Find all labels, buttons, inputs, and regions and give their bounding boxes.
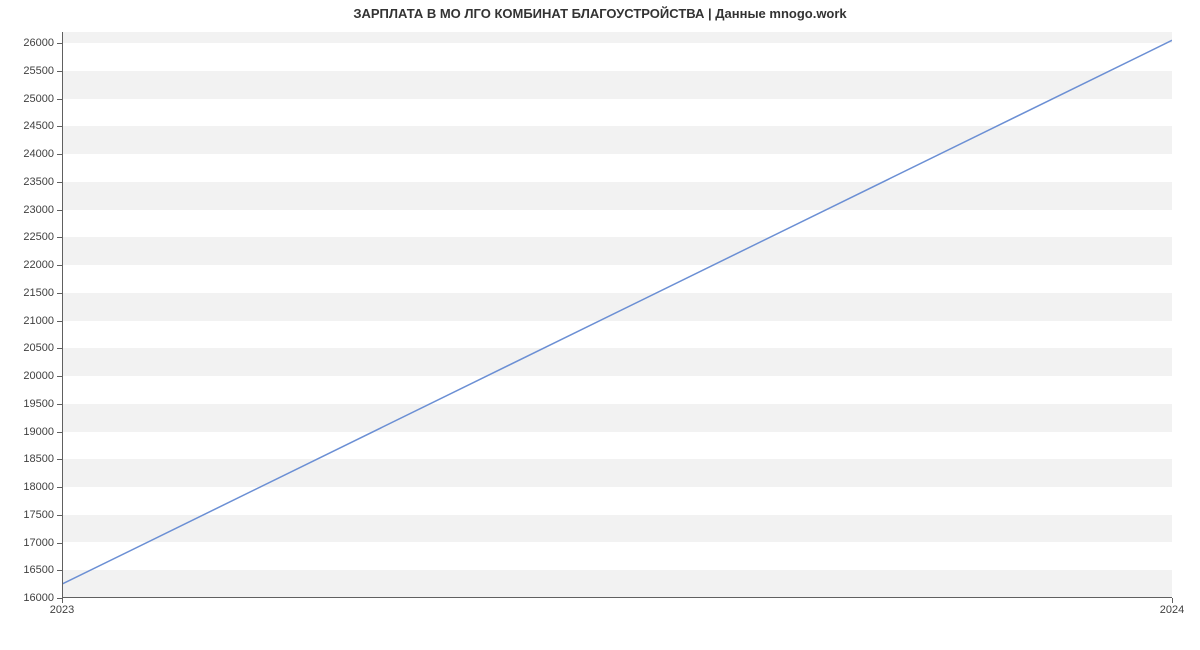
y-tick-mark (57, 487, 62, 488)
y-axis-line (62, 32, 63, 598)
grid-band (62, 265, 1172, 293)
y-tick-label: 16000 (23, 592, 54, 604)
grid-band (62, 71, 1172, 99)
y-tick-mark (57, 182, 62, 183)
y-tick-label: 20000 (23, 370, 54, 382)
chart-title: ЗАРПЛАТА В МО ЛГО КОМБИНАТ БЛАГОУСТРОЙСТ… (0, 6, 1200, 21)
y-tick-mark (57, 237, 62, 238)
x-tick-label: 2023 (50, 604, 74, 616)
grid-band (62, 459, 1172, 487)
y-tick-label: 26000 (23, 37, 54, 49)
grid-band (62, 32, 1172, 43)
y-tick-label: 18000 (23, 481, 54, 493)
chart-container: ЗАРПЛАТА В МО ЛГО КОМБИНАТ БЛАГОУСТРОЙСТ… (0, 0, 1200, 650)
grid-band (62, 543, 1172, 571)
y-tick-label: 25000 (23, 93, 54, 105)
x-tick-mark (1172, 598, 1173, 603)
x-tick-label: 2024 (1160, 604, 1184, 616)
grid-band (62, 321, 1172, 349)
y-tick-label: 19500 (23, 398, 54, 410)
y-tick-label: 23500 (23, 176, 54, 188)
y-tick-label: 21500 (23, 287, 54, 299)
grid-band (62, 570, 1172, 598)
y-tick-mark (57, 99, 62, 100)
grid-band (62, 404, 1172, 432)
y-tick-label: 18500 (23, 453, 54, 465)
y-tick-mark (57, 348, 62, 349)
y-tick-label: 19000 (23, 426, 54, 438)
grid-band (62, 237, 1172, 265)
y-tick-label: 24500 (23, 120, 54, 132)
y-tick-mark (57, 515, 62, 516)
grid-band (62, 487, 1172, 515)
grid-band (62, 432, 1172, 460)
grid-band (62, 99, 1172, 127)
y-tick-mark (57, 543, 62, 544)
plot-area: 1600016500170001750018000185001900019500… (62, 32, 1172, 598)
grid-band (62, 182, 1172, 210)
x-axis-line (62, 597, 1172, 598)
y-tick-mark (57, 321, 62, 322)
y-tick-mark (57, 43, 62, 44)
y-tick-label: 20500 (23, 342, 54, 354)
x-tick-mark (62, 598, 63, 603)
grid-band (62, 154, 1172, 182)
y-tick-label: 22500 (23, 231, 54, 243)
y-tick-mark (57, 570, 62, 571)
y-tick-label: 17000 (23, 537, 54, 549)
y-tick-mark (57, 154, 62, 155)
y-tick-mark (57, 459, 62, 460)
grid-band (62, 43, 1172, 71)
y-tick-mark (57, 432, 62, 433)
y-tick-label: 24000 (23, 148, 54, 160)
y-tick-mark (57, 126, 62, 127)
y-tick-label: 21000 (23, 315, 54, 327)
grid-band (62, 210, 1172, 238)
grid-band (62, 515, 1172, 543)
grid-band (62, 348, 1172, 376)
grid-band (62, 293, 1172, 321)
y-tick-mark (57, 71, 62, 72)
grid-band (62, 376, 1172, 404)
y-tick-mark (57, 293, 62, 294)
grid-band (62, 126, 1172, 154)
y-tick-label: 16500 (23, 564, 54, 576)
y-tick-label: 23000 (23, 204, 54, 216)
y-tick-mark (57, 376, 62, 377)
y-tick-label: 25500 (23, 65, 54, 77)
y-tick-mark (57, 210, 62, 211)
y-tick-label: 22000 (23, 259, 54, 271)
y-tick-mark (57, 265, 62, 266)
y-tick-mark (57, 404, 62, 405)
y-tick-label: 17500 (23, 509, 54, 521)
